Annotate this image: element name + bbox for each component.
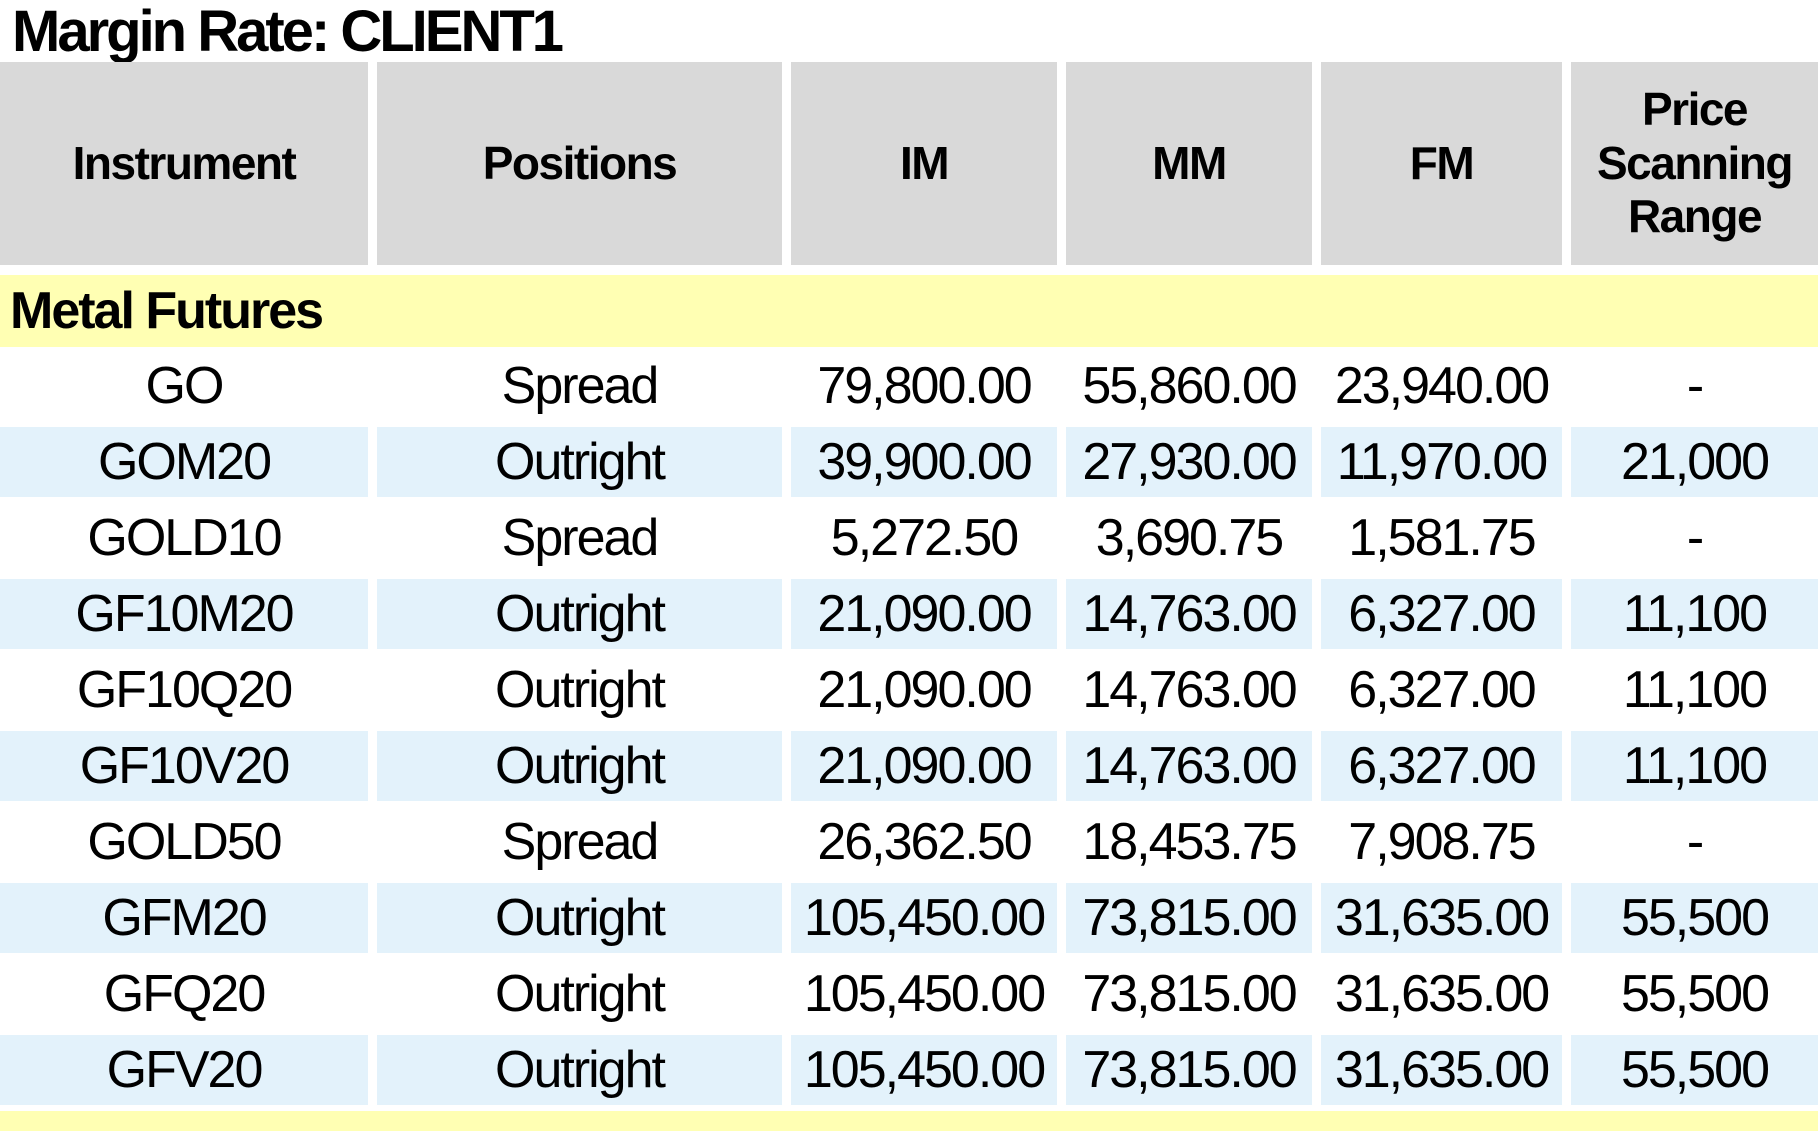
table-cell-fm: 6,327.00 — [1348, 661, 1536, 719]
table-row: GOM20 Outright 39,900.00 27,930.00 11,970.00… — [0, 427, 1818, 497]
table-cell-instrument: GFM20 — [0, 883, 368, 953]
page-title-text: Margin Rate: CLIENT1 — [12, 0, 564, 64]
table-cell-im: 5,272.50 — [830, 509, 1019, 567]
table-row: GF10V20 Outright 21,090.00 14,763.00 6,327.0… — [0, 731, 1818, 801]
table-cell-price_scanning_range: 55,500 — [1571, 883, 1818, 953]
table-cell-mm: 73,815.00 — [1066, 883, 1312, 953]
next-section-partial — [0, 1111, 1818, 1131]
table-header-row: Instrument Positions IM MM FM Price Scan… — [0, 62, 1818, 265]
table-cell-mm: 73,815.00 — [1066, 1035, 1312, 1105]
table-row: GF10Q20 Outright 21,090.00 14,763.00 6,327.0… — [0, 655, 1818, 725]
table-cell-price_scanning_range: 55,500 — [1571, 1035, 1818, 1105]
table-cell-mm: 73,815.00 — [1082, 965, 1297, 1023]
column-header-instrument: Instrument — [0, 62, 368, 265]
section-header: Metal Futures — [0, 275, 1818, 347]
table-cell-mm: 27,930.00 — [1066, 427, 1312, 497]
column-header-price-scanning-range: Price Scanning Range — [1571, 62, 1818, 265]
table-cell-instrument: GF10Q20 — [76, 661, 293, 719]
table-cell-fm: 7,908.75 — [1348, 813, 1536, 871]
table-cell-im: 39,900.00 — [791, 427, 1057, 497]
table-cell-positions: Outright — [377, 883, 782, 953]
table-cell-fm: 6,327.00 — [1321, 731, 1562, 801]
table-cell-im: 21,090.00 — [791, 579, 1057, 649]
table-cell-mm: 14,763.00 — [1066, 579, 1312, 649]
table-cell-instrument: GOLD50 — [87, 813, 282, 871]
table-row: GFM20 Outright 105,450.00 73,815.00 31,635.0… — [0, 883, 1818, 953]
table-cell-im: 21,090.00 — [817, 661, 1032, 719]
table-cell-fm: 31,635.00 — [1334, 965, 1550, 1023]
table-cell-price_scanning_range: 11,100 — [1622, 661, 1768, 719]
table-cell-mm: 3,690.75 — [1095, 509, 1284, 567]
table-cell-positions: Spread — [501, 509, 660, 567]
table-cell-mm: 14,763.00 — [1082, 661, 1297, 719]
table-cell-price_scanning_range: 11,100 — [1571, 579, 1818, 649]
table-cell-price_scanning_range: 55,500 — [1620, 965, 1770, 1023]
table-row: GOLD10 Spread 5,272.50 3,690.75 1,581.75 - — [0, 503, 1818, 573]
table-cell-im: 105,450.00 — [803, 965, 1046, 1023]
table-cell-positions: Outright — [377, 427, 782, 497]
column-header-fm: FM — [1321, 62, 1562, 265]
table-cell-instrument: GO — [145, 357, 225, 415]
table-cell-fm: 31,635.00 — [1321, 883, 1562, 953]
table-cell-positions: Spread — [501, 813, 660, 871]
table-cell-fm: 6,327.00 — [1321, 579, 1562, 649]
table-cell-im: 26,362.50 — [817, 813, 1032, 871]
table-cell-price_scanning_range: 11,100 — [1571, 731, 1818, 801]
table-row: GF10M20 Outright 21,090.00 14,763.00 6,327.0… — [0, 579, 1818, 649]
table-cell-mm: 14,763.00 — [1066, 731, 1312, 801]
column-header-positions: Positions — [377, 62, 782, 265]
table-cell-im: 105,450.00 — [791, 1035, 1057, 1105]
table-cell-im: 79,800.00 — [817, 357, 1032, 415]
table-cell-instrument: GOM20 — [0, 427, 368, 497]
table-cell-price_scanning_range: - — [1686, 813, 1704, 871]
table-row: GOLD50 Spread 26,362.50 18,453.75 7,908.75 - — [0, 807, 1818, 877]
table-row: GFQ20 Outright 105,450.00 73,815.00 31,635.0… — [0, 959, 1818, 1029]
table-cell-price_scanning_range: 21,000 — [1571, 427, 1818, 497]
table-row: GO Spread 79,800.00 55,860.00 23,940.00 - — [0, 351, 1818, 421]
table-cell-instrument: GF10M20 — [0, 579, 368, 649]
table-cell-price_scanning_range: - — [1686, 509, 1704, 567]
table-body: Metal Futures GO Spread 79,800.00 55,860.00 2… — [0, 275, 1818, 1105]
table-cell-positions: Spread — [501, 357, 660, 415]
table-cell-fm: 23,940.00 — [1334, 357, 1550, 415]
table-cell-im: 21,090.00 — [791, 731, 1057, 801]
table-cell-fm: 11,970.00 — [1321, 427, 1562, 497]
table-cell-fm: 31,635.00 — [1321, 1035, 1562, 1105]
table-cell-positions: Outright — [377, 731, 782, 801]
table-cell-positions: Outright — [377, 1035, 782, 1105]
table-cell-instrument: GF10V20 — [0, 731, 368, 801]
table-cell-positions: Outright — [495, 661, 666, 719]
table-cell-instrument: GFV20 — [0, 1035, 368, 1105]
page-title: Margin Rate: CLIENT1 — [0, 0, 1818, 64]
table-cell-price_scanning_range: - — [1686, 357, 1704, 415]
table-cell-mm: 55,860.00 — [1082, 357, 1297, 415]
table-cell-mm: 18,453.75 — [1082, 813, 1297, 871]
table-row: GFV20 Outright 105,450.00 73,815.00 31,635.0… — [0, 1035, 1818, 1105]
column-header-im: IM — [791, 62, 1057, 265]
table-cell-positions: Outright — [495, 965, 666, 1023]
column-header-mm: MM — [1066, 62, 1312, 265]
table-cell-instrument: GOLD10 — [87, 509, 282, 567]
table-cell-im: 105,450.00 — [791, 883, 1057, 953]
table-cell-instrument: GFQ20 — [103, 965, 267, 1023]
table-cell-positions: Outright — [377, 579, 782, 649]
table-cell-fm: 1,581.75 — [1348, 509, 1536, 567]
